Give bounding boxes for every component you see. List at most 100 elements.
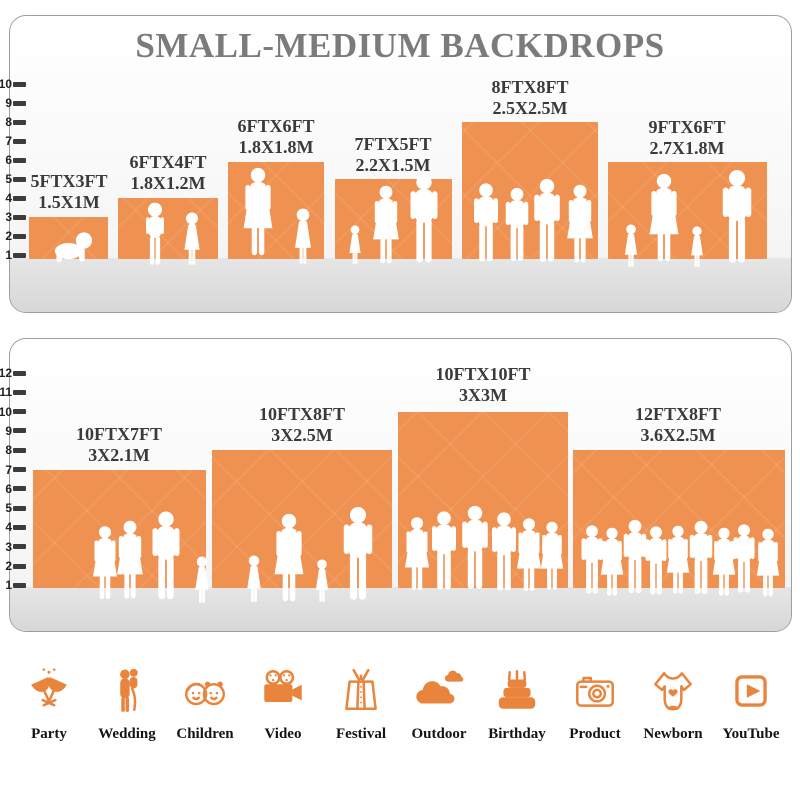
ruler-dash: [13, 138, 26, 144]
ruler-tick: 3: [0, 540, 26, 554]
category-label: Festival: [336, 726, 386, 742]
ruler-dash: [13, 252, 26, 258]
category-wedding: Wedding: [94, 666, 160, 743]
ruler-tick: 3: [0, 210, 26, 224]
bar-size-label: 6FTX6FT 1.8X1.8M: [205, 116, 347, 158]
category-label: Outdoor: [411, 726, 467, 742]
ruler-tick: 10: [0, 404, 26, 419]
ruler-tick: 12: [0, 366, 26, 380]
mother-child-silhouettes: [243, 167, 311, 264]
size-m: 3X3M: [459, 385, 507, 405]
ruler-number: 1: [5, 248, 12, 262]
baby-silhouette: [54, 232, 93, 263]
bar-size-label: 10FTX7FT 3X2.1M: [48, 424, 190, 466]
ruler-tick: 9: [0, 423, 26, 438]
size-ft: 6FTX6FT: [237, 116, 315, 136]
size-m: 3.6X2.5M: [640, 425, 716, 445]
family-silhouettes: [624, 169, 752, 268]
ruler-number: 4: [5, 191, 12, 205]
newborn-icon: [654, 672, 692, 711]
size-m: 2.7X1.8M: [649, 138, 725, 158]
size-m: 1.8X1.8M: [238, 137, 314, 157]
ruler-number: 9: [5, 423, 12, 438]
ruler-tick: 8: [0, 443, 26, 458]
ruler-tick: 2: [0, 229, 26, 243]
ruler-dash: [13, 157, 26, 163]
ruler-tick: 7: [0, 134, 26, 148]
size-m: 3X2.1M: [88, 445, 150, 465]
youtube-icon: [735, 675, 767, 707]
category-label: Video: [264, 726, 302, 742]
category-children: Children: [172, 666, 238, 743]
category-youtube: YouTube: [718, 666, 784, 743]
ruler-tick: 8: [0, 115, 26, 129]
party-icon: [31, 668, 67, 707]
ruler-dash: [13, 233, 26, 239]
family-silhouettes: [93, 511, 209, 604]
category-row: Party Wedding: [0, 666, 800, 743]
category-newborn: Newborn: [640, 666, 706, 743]
bar-size-label: 10FTX8FT 3X2.5M: [231, 404, 373, 446]
category-label: Newborn: [643, 726, 703, 742]
group-silhouettes: [474, 178, 593, 263]
family-silhouettes: [247, 506, 373, 603]
ruler-dash: [13, 100, 26, 106]
size-ft: 8FTX8FT: [491, 77, 569, 97]
ruler-number: 4: [5, 520, 12, 535]
crowd-silhouettes: [581, 519, 780, 597]
size-ft: 10FTX8FT: [258, 404, 345, 424]
category-festival: Festival: [328, 666, 394, 743]
ruler-number: 7: [5, 134, 12, 148]
category-video: Video: [250, 666, 316, 743]
ruler-dash: [13, 486, 26, 492]
ruler-number: 10: [0, 77, 12, 91]
ruler-number: 1: [5, 578, 12, 593]
ruler-tick: 1: [0, 248, 26, 262]
size-ft: 7FTX5FT: [354, 134, 432, 154]
ruler-number: 9: [5, 96, 12, 110]
ruler-dash: [13, 467, 26, 472]
ruler-tick: 4: [0, 520, 26, 535]
bar-size-label: 6FTX4FT 1.8X1.2M: [97, 152, 239, 194]
ruler-dash: [13, 409, 26, 415]
ruler-tick: 1: [0, 578, 26, 593]
festival-icon: [345, 668, 377, 710]
size-m: 2.2X1.5M: [355, 155, 431, 175]
ruler-dash: [13, 195, 26, 201]
backdrop-bar-6x4: [118, 198, 218, 259]
ruler-dash: [13, 524, 26, 530]
ruler-dash: [13, 119, 26, 125]
ruler-dash: [13, 505, 26, 511]
category-label: Wedding: [98, 726, 156, 742]
ruler-number: 2: [5, 559, 12, 573]
page-title: SMALL-MEDIUM BACKDROPS: [135, 26, 665, 65]
ruler-tick: 6: [0, 482, 26, 496]
birthday-icon: [498, 669, 536, 709]
ruler-tick: 4: [0, 191, 26, 205]
size-m: 3X2.5M: [271, 425, 333, 445]
size-m: 2.5X2.5M: [492, 98, 568, 118]
ruler-number: 5: [5, 501, 12, 516]
ruler-tick: 5: [0, 501, 26, 516]
ruler-tick: 5: [0, 172, 26, 186]
ruler-dash: [13, 214, 26, 220]
ruler-number: 8: [5, 443, 12, 458]
category-label: YouTube: [722, 726, 780, 742]
ruler-number: 3: [5, 210, 12, 224]
ruler-dash: [13, 389, 26, 395]
ruler-dash: [13, 81, 26, 87]
bar-size-label: 10FTX10FT 3X3M: [412, 364, 554, 406]
bar-size-label: 9FTX6FT 2.7X1.8M: [616, 117, 758, 159]
category-label: Product: [569, 726, 621, 742]
ruler-tick: 10: [0, 77, 26, 91]
ruler-dash: [13, 428, 26, 434]
video-icon: [264, 669, 302, 702]
ruler-number: 8: [5, 115, 12, 129]
ruler-number: 7: [5, 462, 12, 477]
ruler-number: 6: [5, 153, 12, 167]
bar-size-label: 8FTX8FT 2.5X2.5M: [459, 77, 601, 119]
ruler-dash: [13, 582, 26, 588]
ruler-tick: 9: [0, 96, 26, 110]
ruler-number: 10: [0, 404, 12, 419]
